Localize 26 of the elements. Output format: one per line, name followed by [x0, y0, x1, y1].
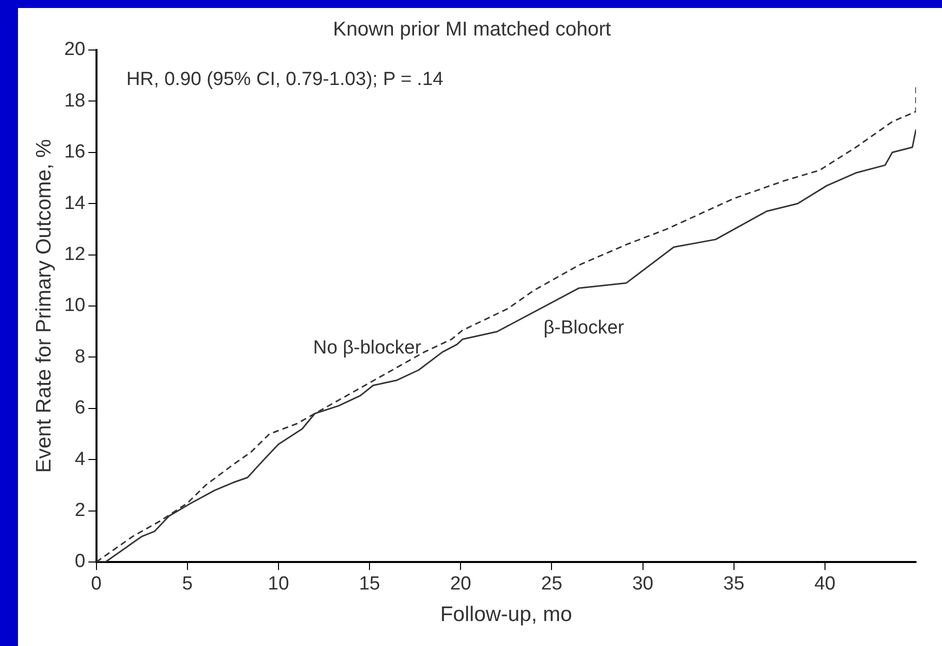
x-tick-label: 35	[723, 574, 744, 595]
series-label: β-Blocker	[543, 317, 625, 338]
x-tick-label: 15	[358, 574, 380, 595]
y-tick-label: 20	[64, 39, 86, 60]
y-tick-label: 12	[64, 244, 86, 266]
series-label: No β-blocker	[313, 337, 422, 358]
x-tick-label: 25	[541, 574, 562, 595]
y-tick-label: 8	[74, 346, 86, 368]
y-tick-label: 6	[74, 398, 86, 419]
x-tick-label: 20	[450, 574, 472, 595]
x-tick-label: 30	[632, 574, 654, 595]
y-tick-label: 18	[64, 90, 86, 112]
y-tick-label: 0	[74, 551, 86, 572]
x-tick-label: 10	[268, 574, 290, 595]
y-tick-label: 16	[64, 142, 86, 163]
y-tick-label: 4	[74, 448, 86, 470]
y-axis-title: Event Rate for Primary Outcome, %	[32, 139, 56, 473]
chart-title: Known prior MI matched cohort	[333, 18, 612, 41]
y-tick-label: 14	[64, 192, 86, 214]
x-axis-title: Follow-up, mo	[440, 603, 572, 626]
x-tick-label: 5	[182, 574, 193, 595]
x-tick-label: 40	[814, 574, 836, 595]
annotation: HR, 0.90 (95% CI, 0.79-1.03); P = .14	[126, 69, 444, 90]
x-tick-label: 0	[91, 574, 102, 595]
y-tick-label: 2	[74, 500, 86, 522]
y-tick-label: 10	[64, 295, 86, 316]
